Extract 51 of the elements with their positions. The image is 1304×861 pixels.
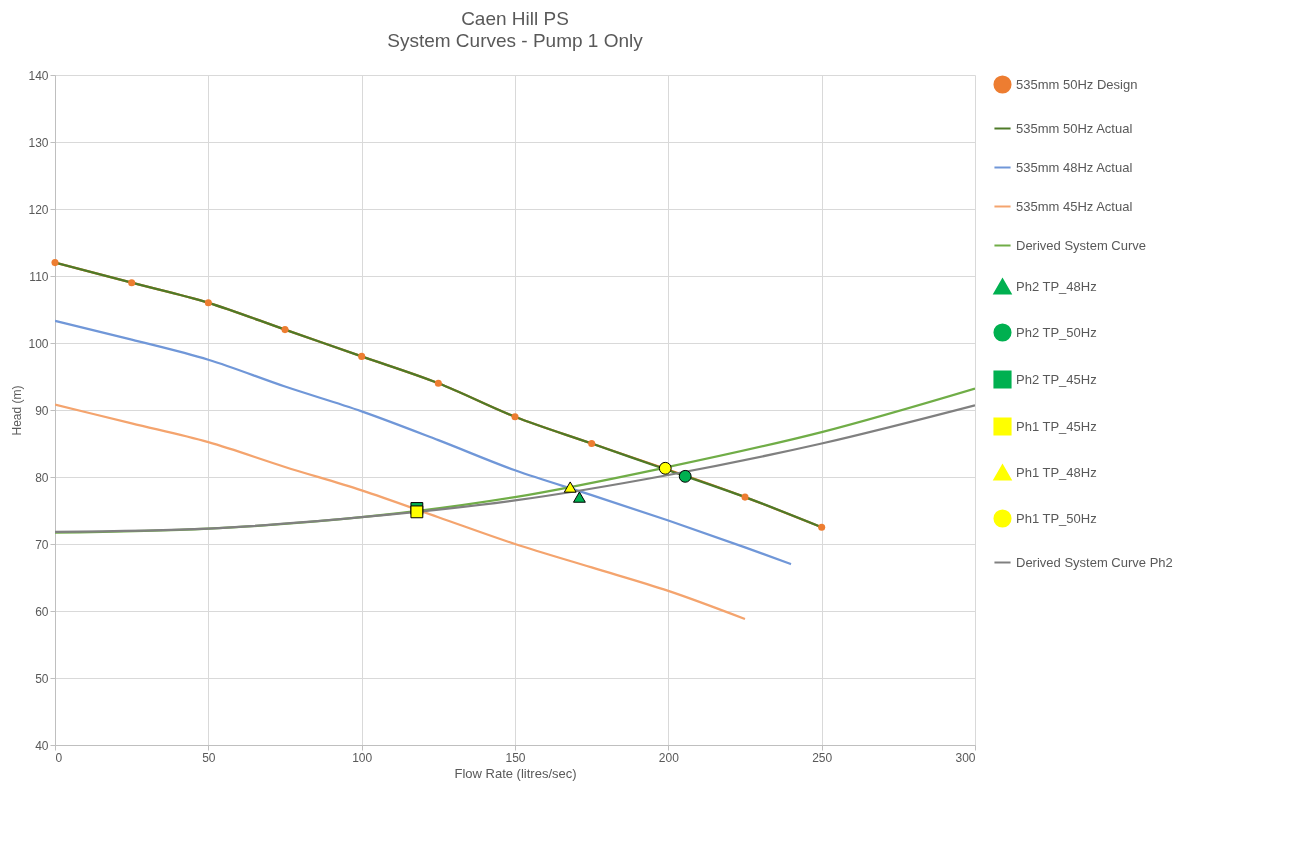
point	[563, 481, 577, 493]
legend-label: 535mm 50Hz Actual	[1016, 120, 1133, 136]
y-tick-label: 90	[35, 403, 49, 418]
x-tick-label: 250	[812, 750, 833, 765]
point	[741, 493, 749, 501]
x-axis-title: Flow Rate (litres/sec)	[454, 765, 577, 781]
x-tick-label: 200	[658, 750, 680, 765]
x-tick-label: 150	[505, 750, 526, 765]
point	[658, 461, 672, 475]
y-tick-label: 70	[35, 537, 49, 552]
point	[358, 352, 366, 360]
line-series	[55, 403, 747, 621]
legend-label: Derived System Curve Ph2	[1016, 554, 1173, 570]
x-tick-label: 0	[55, 750, 63, 765]
legend-label: 535mm 50Hz Design	[1016, 76, 1138, 92]
point	[51, 259, 59, 267]
y-tick-label: 140	[28, 68, 49, 83]
point	[128, 279, 136, 287]
y-tick-label: 60	[35, 604, 49, 619]
y-tick-label: 40	[35, 738, 49, 753]
point	[434, 379, 442, 387]
point	[588, 439, 596, 448]
y-tick-label: 130	[28, 135, 49, 150]
legend-label: Ph1 TP_50Hz	[1016, 510, 1097, 526]
point	[818, 523, 826, 531]
chart-title: Caen Hill PS	[461, 8, 569, 29]
legend-label: Derived System Curve	[1016, 237, 1147, 253]
point	[410, 505, 424, 519]
legend-label: Ph1 TP_48Hz	[1016, 464, 1097, 480]
legend-label: Ph2 TP_48Hz	[1016, 278, 1097, 294]
y-tick-label: 80	[35, 470, 49, 485]
line-series	[55, 319, 793, 566]
y-tick-label: 120	[28, 202, 49, 217]
legend-label: 535mm 45Hz Actual	[1016, 198, 1133, 214]
y-tick-label: 110	[29, 269, 49, 284]
point	[678, 469, 692, 483]
x-tick-label: 100	[352, 750, 373, 765]
y-tick-label: 100	[28, 336, 49, 351]
y-tick-label: 50	[35, 671, 49, 686]
chart-subtitle: System Curves - Pump 1 Only	[387, 30, 644, 51]
legend-label: Ph2 TP_50Hz	[1016, 324, 1097, 340]
point	[281, 326, 289, 334]
point	[204, 299, 212, 307]
legend-label: 535mm 48Hz Actual	[1016, 159, 1133, 175]
y-axis-title: Head (m)	[10, 385, 25, 436]
legend-label: Ph1 TP_45Hz	[1016, 418, 1097, 434]
x-tick-label: 50	[202, 750, 216, 765]
point	[511, 413, 519, 421]
x-tick-label: 300	[955, 750, 976, 765]
point	[572, 491, 586, 503]
legend-label: Ph2 TP_45Hz	[1016, 371, 1097, 387]
